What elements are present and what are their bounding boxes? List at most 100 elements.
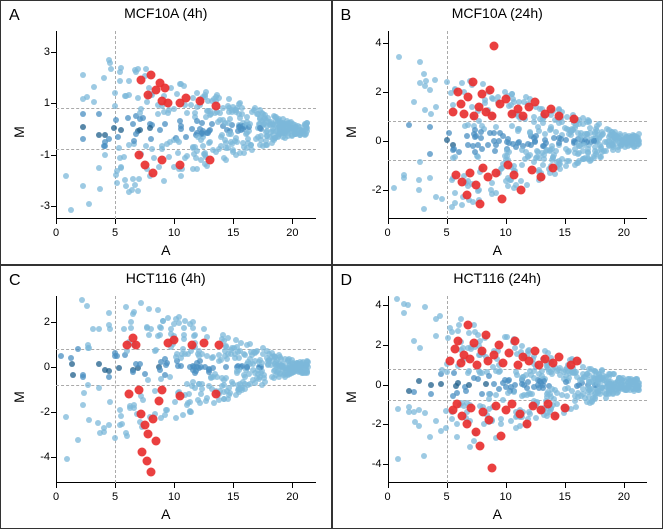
scatter-point-blue xyxy=(259,360,265,366)
scatter-point-blue xyxy=(69,361,75,367)
scatter-point-blue xyxy=(465,142,471,148)
scatter-point-blue xyxy=(505,390,511,396)
scatter-point-blue xyxy=(396,54,402,60)
scatter-point-blue xyxy=(137,127,143,133)
scatter-point-blue xyxy=(184,381,190,387)
scatter-point-red xyxy=(511,337,520,346)
plot-area-d: 05101520-4-2024 xyxy=(388,296,648,484)
scatter-point-blue xyxy=(237,100,243,106)
scatter-point-blue xyxy=(111,125,117,131)
scatter-point-red xyxy=(472,180,481,189)
scatter-point-blue xyxy=(573,369,579,375)
y-tick-label: 2 xyxy=(362,86,382,98)
y-tick-label: 1 xyxy=(30,97,50,109)
scatter-point-red xyxy=(468,78,477,87)
y-tick-label: -4 xyxy=(30,451,50,463)
y-tick-label: 3 xyxy=(30,46,50,58)
scatter-point-red xyxy=(479,163,488,172)
scatter-point-red xyxy=(158,155,167,164)
scatter-point-red xyxy=(472,428,481,437)
scatter-point-blue xyxy=(545,389,551,395)
scatter-point-blue xyxy=(115,134,121,140)
scatter-point-blue xyxy=(556,140,562,146)
scatter-point-blue xyxy=(131,138,137,144)
scatter-point-blue xyxy=(417,59,423,65)
scatter-point-blue xyxy=(603,391,609,397)
scatter-point-blue xyxy=(125,115,131,121)
scatter-point-blue xyxy=(464,133,470,139)
scatter-point-blue xyxy=(539,373,545,379)
scatter-point-red xyxy=(448,107,457,116)
panel-letter: C xyxy=(9,272,21,290)
scatter-point-blue xyxy=(427,434,433,440)
scatter-point-blue xyxy=(196,353,202,359)
scatter-point-blue xyxy=(80,402,86,408)
panel-c: C HCT116 (4h) M A 05101520-4-202 xyxy=(0,265,332,529)
y-tick-label: 0 xyxy=(362,379,382,391)
scatter-point-blue xyxy=(96,111,102,117)
scatter-point-blue xyxy=(405,302,411,308)
scatter-point-blue xyxy=(237,115,243,121)
scatter-point-red xyxy=(205,155,214,164)
scatter-point-blue xyxy=(101,75,107,81)
scatter-point-red xyxy=(505,348,514,357)
y-axis-label: M xyxy=(342,391,358,403)
scatter-point-red xyxy=(494,340,503,349)
scatter-point-blue xyxy=(466,382,472,388)
scatter-point-blue xyxy=(178,363,184,369)
scatter-point-blue xyxy=(126,189,132,195)
scatter-point-blue xyxy=(450,393,456,399)
scatter-point-blue xyxy=(201,326,207,332)
scatter-point-blue xyxy=(465,122,471,128)
scatter-point-red xyxy=(509,171,518,180)
scatter-point-blue xyxy=(176,139,182,145)
guide-line-v xyxy=(447,296,448,484)
scatter-point-blue xyxy=(91,84,97,90)
scatter-point-blue xyxy=(186,391,192,397)
scatter-point-blue xyxy=(606,127,612,133)
scatter-point-red xyxy=(487,463,496,472)
scatter-point-blue xyxy=(158,359,164,365)
scatter-point-blue xyxy=(119,421,125,427)
scatter-point-blue xyxy=(486,396,492,402)
scatter-point-red xyxy=(143,457,152,466)
scatter-point-blue xyxy=(106,136,112,142)
scatter-point-red xyxy=(517,185,526,194)
scatter-point-blue xyxy=(395,456,401,462)
scatter-point-blue xyxy=(416,177,422,183)
scatter-point-blue xyxy=(513,369,519,375)
scatter-point-blue xyxy=(140,397,146,403)
y-tick-label: 0 xyxy=(362,135,382,147)
scatter-point-blue xyxy=(218,134,224,140)
scatter-point-blue xyxy=(221,155,227,161)
scatter-point-red xyxy=(211,389,220,398)
scatter-point-blue xyxy=(267,134,273,140)
scatter-point-blue xyxy=(587,125,593,131)
scatter-point-red xyxy=(144,91,153,100)
scatter-point-red xyxy=(211,101,220,110)
scatter-point-blue xyxy=(168,326,174,332)
scatter-point-blue xyxy=(444,137,450,143)
scatter-point-blue xyxy=(174,91,180,97)
scatter-point-blue xyxy=(527,368,533,374)
scatter-point-blue xyxy=(445,335,451,341)
scatter-point-blue xyxy=(75,346,81,352)
scatter-point-blue xyxy=(636,387,642,393)
scatter-point-red xyxy=(462,420,471,429)
scatter-point-blue xyxy=(142,371,148,377)
scatter-point-blue xyxy=(132,67,138,73)
scatter-point-blue xyxy=(456,322,462,328)
scatter-point-blue xyxy=(585,155,591,161)
scatter-point-blue xyxy=(505,136,511,142)
scatter-point-blue xyxy=(573,404,579,410)
scatter-point-blue xyxy=(123,304,129,310)
scatter-point-blue xyxy=(616,375,622,381)
scatter-point-blue xyxy=(459,80,465,86)
scatter-point-blue xyxy=(191,333,197,339)
scatter-point-blue xyxy=(151,155,157,161)
scatter-point-blue xyxy=(253,136,259,142)
scatter-point-blue xyxy=(531,375,537,381)
scatter-point-blue xyxy=(108,66,114,72)
x-tick-label: 10 xyxy=(500,491,512,503)
scatter-point-blue xyxy=(80,372,86,378)
